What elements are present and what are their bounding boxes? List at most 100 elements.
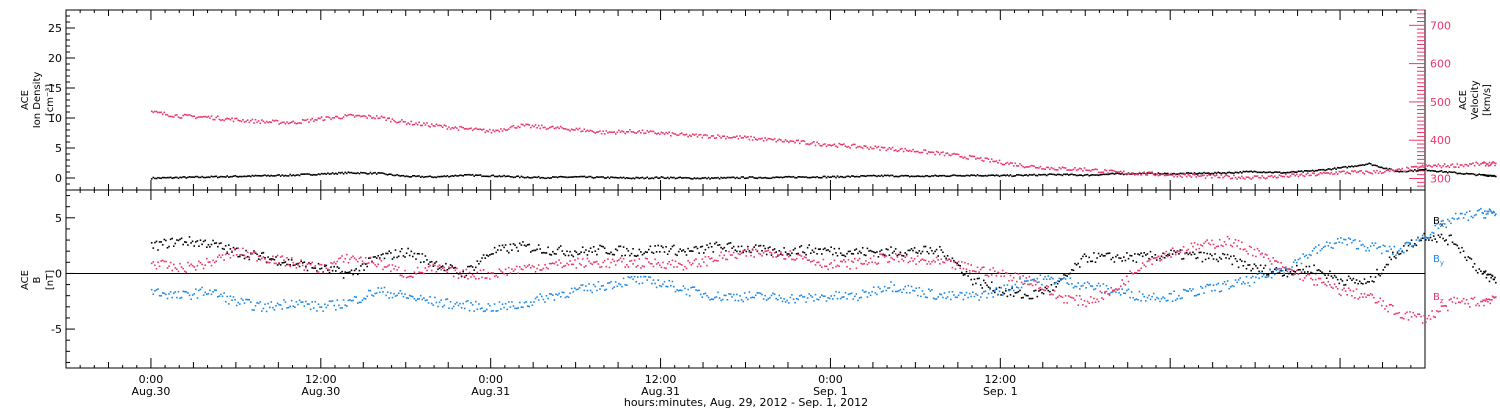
density-series-point	[1379, 166, 1381, 169]
velocity-series-point	[235, 117, 238, 120]
velocity-series-point	[992, 160, 994, 163]
bz-series-point	[207, 261, 210, 263]
bx-series-point	[341, 270, 343, 273]
bz-series-point	[635, 266, 637, 268]
bx-series-point	[923, 245, 925, 248]
density-series-point	[695, 177, 697, 180]
bx-series-point	[710, 246, 713, 248]
bz-series-point	[981, 266, 983, 269]
bz-series-point	[674, 260, 677, 263]
bz-series-point	[276, 254, 279, 257]
bx-series-point	[160, 241, 162, 243]
density-series-point	[865, 175, 867, 178]
bx-series-point	[292, 264, 295, 267]
bz-series-point	[1187, 248, 1190, 251]
by-series-point	[990, 292, 993, 294]
bz-series-point	[1000, 275, 1002, 277]
bz-series-point	[327, 268, 329, 271]
bx-series-point	[610, 251, 612, 254]
velocity-series-point	[1418, 166, 1421, 169]
by-series-point	[555, 293, 557, 295]
bz-series-point	[819, 264, 821, 267]
bx-series-point	[954, 261, 957, 264]
velocity-series-point	[1167, 174, 1169, 176]
by-series-point	[1404, 243, 1407, 245]
density-series-point	[939, 174, 941, 177]
density-series-point	[1415, 170, 1418, 172]
density-series-point	[1091, 174, 1094, 176]
bx-series-point	[357, 273, 359, 276]
bx-series-point	[588, 250, 590, 252]
by-series-point	[539, 293, 541, 295]
bz-series-point	[913, 257, 916, 260]
bx-series-point	[846, 252, 848, 255]
velocity-series-point	[169, 115, 172, 118]
by-series-point	[1184, 289, 1186, 291]
bx-series-point	[185, 241, 188, 244]
bz-series-point	[1167, 255, 1169, 258]
velocity-series-point	[426, 122, 428, 124]
velocity-series-point	[863, 145, 866, 147]
bx-series-point	[508, 251, 510, 254]
density-series-point	[410, 176, 413, 178]
density-series-point	[1369, 163, 1372, 165]
bz-series-point	[959, 267, 961, 270]
bz-series-point	[1420, 315, 1422, 318]
velocity-series-point	[1415, 165, 1418, 168]
density-series-point	[339, 172, 342, 174]
by-series-point	[789, 296, 792, 299]
by-series-point	[1185, 290, 1188, 292]
bz-series-point	[872, 255, 875, 257]
bz-series-point	[1217, 245, 1219, 247]
by-series-point	[312, 307, 315, 309]
by-series-point	[1151, 295, 1153, 298]
bz-series-point	[374, 264, 376, 266]
density-series-point	[670, 176, 672, 179]
bx-series-point	[284, 261, 287, 263]
bz-series-point	[1462, 297, 1465, 300]
density-series-point	[788, 175, 790, 178]
bx-series-point	[257, 258, 260, 260]
velocity-series-point	[556, 126, 559, 128]
velocity-series-point	[394, 121, 397, 123]
bx-series-point	[209, 246, 211, 248]
y2-tick-label: 500	[1430, 96, 1451, 109]
bx-series-point	[745, 250, 748, 253]
velocity-series-point	[885, 149, 888, 152]
by-series-point	[1440, 220, 1443, 222]
bz-series-point	[1448, 299, 1451, 301]
velocity-series-point	[1226, 175, 1229, 177]
bx-series-point	[652, 252, 655, 254]
density-series-point	[1292, 170, 1295, 173]
bz-series-point	[773, 252, 776, 254]
bx-series-point	[902, 255, 905, 257]
bz-series-point	[1045, 285, 1048, 287]
velocity-series-point	[165, 113, 167, 116]
bz-series-point	[1363, 293, 1366, 295]
density-series-point	[364, 172, 367, 174]
density-series-point	[1064, 173, 1067, 176]
bz-series-point	[1038, 287, 1040, 290]
bz-series-point	[173, 263, 175, 266]
velocity-series-point	[1322, 171, 1325, 174]
bz-series-point	[627, 266, 630, 268]
bx-series-point	[217, 245, 219, 248]
density-series-point	[567, 176, 570, 179]
bx-series-point	[758, 245, 760, 247]
by-series-point	[333, 304, 335, 307]
bz-series-point	[1395, 312, 1397, 315]
bx-series-point	[226, 252, 228, 254]
bz-series-point	[468, 271, 471, 274]
velocity-series-point	[641, 129, 644, 131]
by-series-point	[1023, 280, 1026, 282]
velocity-series-point	[720, 137, 722, 139]
by-series-point	[536, 296, 538, 298]
bz-series-point	[665, 267, 667, 270]
by-series-point	[635, 281, 637, 283]
by-series-point	[1390, 248, 1392, 250]
bx-series-point	[673, 244, 675, 247]
velocity-series-point	[1211, 177, 1213, 179]
bz-series-point	[883, 256, 886, 258]
density-series-point	[512, 176, 515, 179]
bx-series-point	[1119, 257, 1122, 259]
